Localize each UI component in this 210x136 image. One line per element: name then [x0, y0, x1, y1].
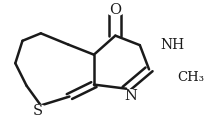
Circle shape — [168, 71, 187, 84]
Circle shape — [29, 105, 47, 117]
Text: NH: NH — [160, 38, 184, 52]
Text: S: S — [33, 104, 43, 118]
Text: N: N — [124, 89, 137, 103]
Circle shape — [121, 90, 140, 102]
Circle shape — [106, 3, 125, 16]
Text: O: O — [109, 3, 121, 16]
Text: CH₃: CH₃ — [178, 71, 205, 84]
Circle shape — [151, 39, 169, 51]
